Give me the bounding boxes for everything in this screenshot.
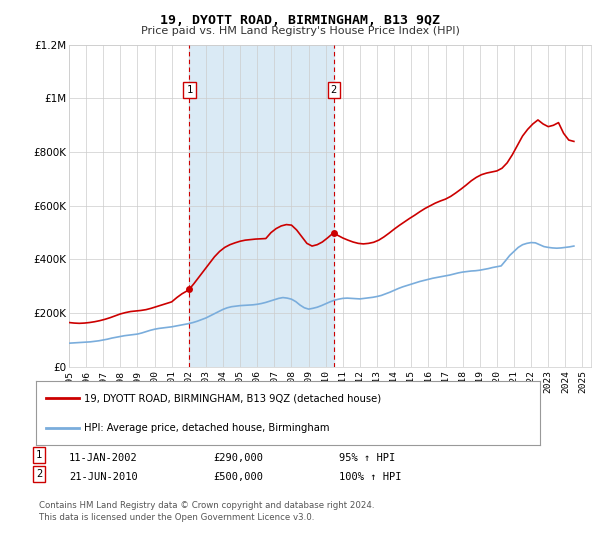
Text: 21-JUN-2010: 21-JUN-2010: [69, 472, 138, 482]
Text: 100% ↑ HPI: 100% ↑ HPI: [339, 472, 401, 482]
Text: Price paid vs. HM Land Registry's House Price Index (HPI): Price paid vs. HM Land Registry's House …: [140, 26, 460, 36]
Bar: [190, 45, 334, 367]
Text: 2: 2: [331, 86, 337, 95]
Text: 1: 1: [187, 86, 193, 95]
Text: 2: 2: [36, 469, 42, 479]
Text: Contains HM Land Registry data © Crown copyright and database right 2024.
This d: Contains HM Land Registry data © Crown c…: [39, 501, 374, 522]
Text: 95% ↑ HPI: 95% ↑ HPI: [339, 453, 395, 463]
Text: HPI: Average price, detached house, Birmingham: HPI: Average price, detached house, Birm…: [84, 423, 329, 433]
Text: 11-JAN-2002: 11-JAN-2002: [69, 453, 138, 463]
Text: 19, DYOTT ROAD, BIRMINGHAM, B13 9QZ: 19, DYOTT ROAD, BIRMINGHAM, B13 9QZ: [160, 14, 440, 27]
Text: 19, DYOTT ROAD, BIRMINGHAM, B13 9QZ (detached house): 19, DYOTT ROAD, BIRMINGHAM, B13 9QZ (det…: [84, 393, 381, 403]
Text: £290,000: £290,000: [213, 453, 263, 463]
Text: 1: 1: [36, 450, 42, 460]
Text: £500,000: £500,000: [213, 472, 263, 482]
